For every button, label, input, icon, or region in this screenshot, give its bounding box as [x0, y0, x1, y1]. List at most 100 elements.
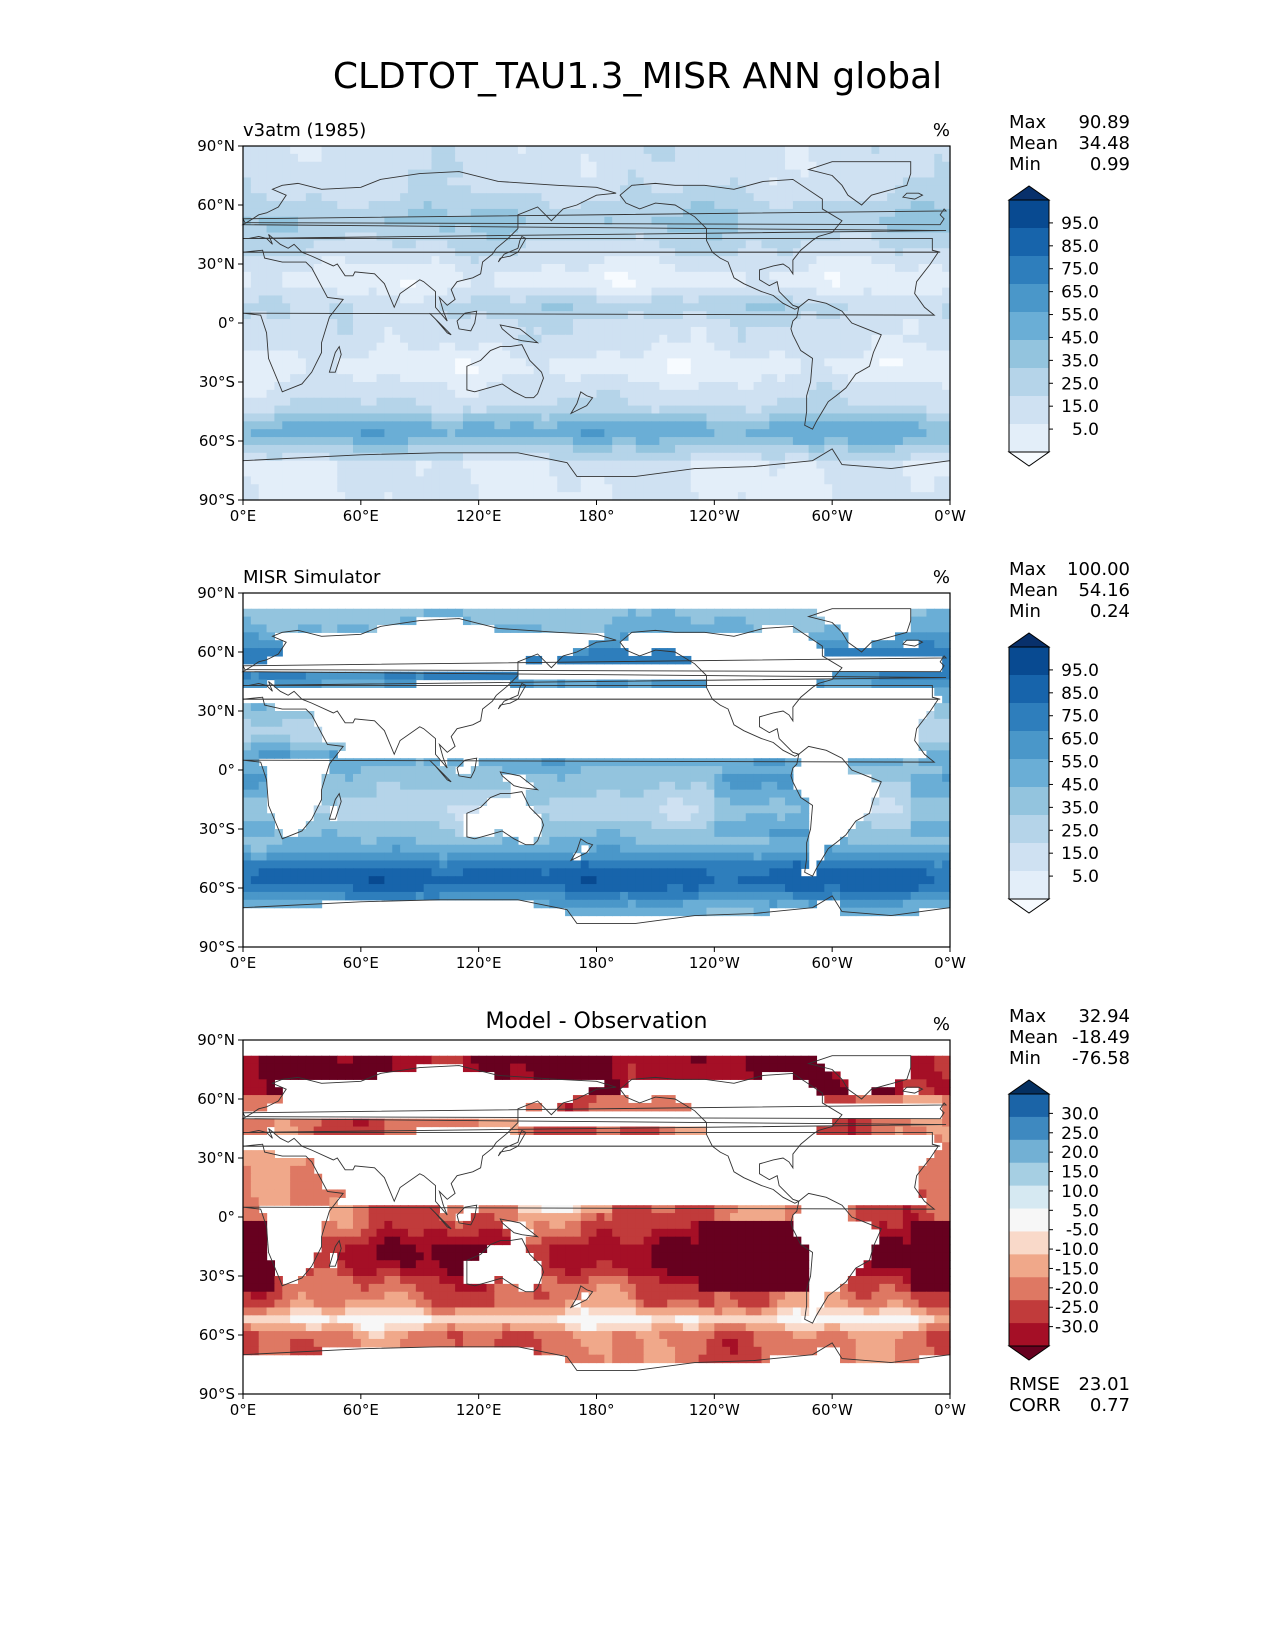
field-cell [352, 476, 362, 485]
field-cell [297, 679, 307, 688]
field-cell [918, 742, 928, 751]
field-cell [557, 161, 566, 171]
field-cell [455, 303, 464, 312]
field-cell [745, 256, 755, 265]
field-cell [250, 703, 260, 712]
field-cell [832, 279, 841, 289]
field-cell [942, 718, 951, 728]
field-cell [792, 216, 802, 226]
field-cell [572, 608, 582, 618]
field-cell [321, 444, 331, 454]
field-cell [502, 781, 511, 791]
field-cell [305, 671, 315, 681]
colorbar-extend-bottom [1007, 451, 1051, 467]
field-cell [612, 256, 621, 265]
field-cell [643, 319, 653, 328]
field-cell [266, 264, 276, 273]
field-cell [651, 476, 660, 485]
field-cell [345, 287, 354, 297]
field-cell [730, 624, 739, 633]
field-cell [502, 671, 511, 681]
field-cell [675, 208, 684, 218]
field-cell [572, 208, 582, 218]
field-cell [360, 326, 370, 336]
field-cell [942, 311, 951, 320]
field-cell [525, 460, 535, 470]
field-cell [942, 492, 951, 501]
field-cell [777, 153, 786, 163]
field-cell [415, 224, 425, 234]
field-cell [297, 256, 307, 265]
field-cell [321, 421, 331, 430]
field-cell [682, 146, 692, 155]
field-cell [706, 389, 715, 399]
field-cell [313, 350, 323, 359]
field-cell [777, 492, 786, 501]
field-cell [407, 460, 417, 470]
field-cell [305, 279, 315, 289]
field-cell [635, 169, 645, 179]
field-cell [321, 476, 331, 485]
field-cell [557, 405, 566, 415]
field-cell [572, 624, 582, 633]
field-cell [282, 679, 291, 688]
field-cell [266, 374, 276, 383]
field-cell [635, 444, 645, 454]
field-cell [840, 397, 849, 407]
field-cell [745, 397, 755, 407]
field-cell [942, 279, 951, 289]
field-cell [439, 350, 448, 359]
field-cell [918, 224, 928, 234]
field-cell [690, 326, 700, 336]
field-cell [737, 311, 747, 320]
field-cell [910, 773, 920, 783]
field-cell [321, 413, 331, 422]
field-cell [423, 319, 433, 328]
field-cell [250, 208, 260, 218]
field-cell [400, 193, 409, 202]
field-cell [250, 169, 260, 179]
field-cell [855, 437, 865, 446]
field-cell [745, 781, 755, 791]
field-cell [902, 492, 912, 501]
field-cell [502, 185, 511, 194]
field-cell [627, 492, 637, 501]
field-cell [675, 240, 684, 249]
field-cell [785, 358, 794, 367]
field-cell [863, 350, 873, 359]
field-cell [329, 397, 338, 407]
field-cell [321, 616, 331, 626]
field-cell [494, 287, 503, 297]
field-cell [462, 389, 472, 399]
field-cell [415, 781, 425, 791]
field-cell [863, 389, 873, 399]
field-cell [400, 161, 409, 171]
field-cell [565, 287, 574, 297]
field-cell [934, 452, 943, 462]
field-cell [926, 718, 935, 728]
field-cell [832, 271, 841, 281]
field-cell [470, 476, 480, 485]
field-cell [800, 216, 810, 226]
field-cell [635, 208, 645, 218]
stat-value: 90.89 [1078, 112, 1130, 133]
field-cell [329, 468, 338, 477]
field-cell [808, 421, 818, 430]
field-cell [494, 437, 503, 446]
field-cell [243, 640, 252, 649]
field-cell [305, 679, 315, 688]
field-cell [329, 608, 338, 618]
field-cell [659, 326, 668, 336]
field-cell [761, 758, 770, 767]
field-cell [376, 766, 385, 775]
field-cell [517, 484, 527, 493]
field-cell [706, 460, 715, 470]
field-cell [368, 193, 378, 202]
field-cell [290, 208, 299, 218]
field-cell [887, 421, 896, 430]
field-cell [769, 232, 778, 241]
field-cell [785, 413, 794, 422]
field-cell [431, 232, 440, 241]
field-cell [942, 663, 951, 673]
field-cell [305, 311, 315, 320]
